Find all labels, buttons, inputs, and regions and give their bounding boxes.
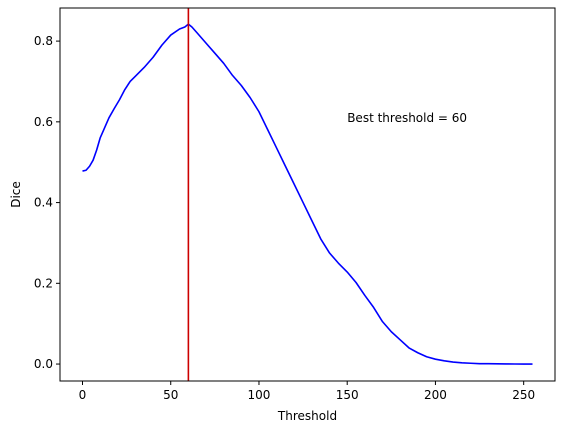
y-axis-label: Dice (9, 181, 23, 208)
y-tick-label: 0.8 (34, 34, 53, 48)
y-tick-label: 0.6 (34, 115, 53, 129)
axes: 0 50 100 150 200 250 0.0 0.2 0.4 0.6 0.8 (34, 7, 556, 402)
y-tick-label: 0.0 (34, 357, 53, 371)
x-tick-label: 250 (512, 388, 535, 402)
best-threshold-annotation: Best threshold = 60 (347, 111, 467, 125)
x-tick-label: 50 (163, 388, 178, 402)
x-tick-label: 100 (248, 388, 271, 402)
plot-area (82, 8, 533, 381)
x-tick-label: 0 (79, 388, 87, 402)
dice-series-line (82, 23, 533, 365)
x-tick-label: 200 (424, 388, 447, 402)
axes-frame (59, 7, 556, 382)
x-tick-label: 150 (336, 388, 359, 402)
x-axis-label: Threshold (277, 409, 337, 423)
y-tick-label: 0.4 (34, 196, 53, 210)
y-tick-label: 0.2 (34, 276, 53, 290)
